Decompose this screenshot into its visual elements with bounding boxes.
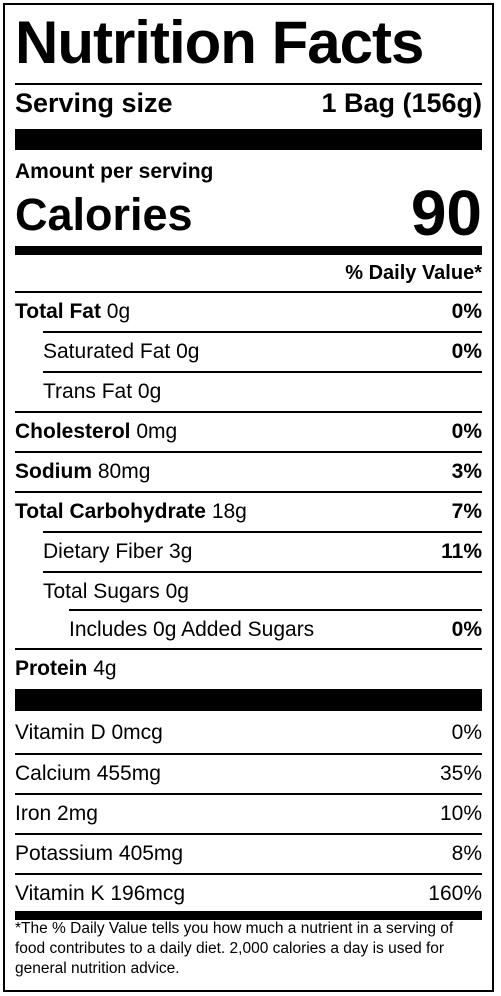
nutrient-dv: 0%: [451, 420, 482, 443]
nutrient-name: Includes 0g Added Sugars: [69, 618, 315, 641]
vitamin-dv: 35%: [439, 762, 482, 785]
calories-value: 90: [410, 177, 482, 249]
amount-per-serving: Amount per serving: [15, 160, 214, 183]
vitamin-row-iron: Iron 2mg 10%: [15, 793, 482, 833]
nutrient-name: Total Sugars 0g: [43, 580, 189, 603]
nutrient-name: Saturated Fat 0g: [43, 340, 200, 363]
vitamin-dv: 8%: [451, 842, 482, 865]
daily-value-header: % Daily Value*: [345, 261, 482, 284]
nutrient-name: Total Fat 0g: [15, 300, 131, 323]
nutrient-dv: 3%: [451, 460, 482, 483]
nutrient-name: Cholesterol 0mg: [15, 420, 178, 443]
protein-thick-divider: [15, 689, 482, 711]
nutrient-dv: 0%: [451, 300, 482, 323]
vitamin-name: Calcium 455mg: [15, 762, 161, 785]
vitamin-name: Vitamin K 196mcg: [15, 882, 186, 905]
vitamin-row-calcium: Calcium 455mg 35%: [15, 753, 482, 793]
footnote-divider: [15, 911, 482, 920]
serving-size-row: Serving size 1 Bag (156g): [15, 85, 482, 121]
nutrient-row-sodium: Sodium 80mg 3%: [15, 451, 482, 491]
nutrient-name: Dietary Fiber 3g: [43, 540, 193, 563]
nutrition-facts-label: Nutrition Facts Serving size 1 Bag (156g…: [3, 3, 494, 992]
calories-thick-divider: [15, 246, 482, 255]
vitamin-row-vitamin-d: Vitamin D 0mcg 0%: [15, 713, 482, 753]
vitamin-name: Iron 2mg: [15, 802, 98, 825]
vitamin-dv: 10%: [439, 802, 482, 825]
title-divider: [15, 83, 482, 85]
nutrient-dv: 0%: [451, 340, 482, 363]
nutrient-name: Total Carbohydrate 18g: [15, 500, 247, 523]
nutrient-name: Protein 4g: [15, 657, 117, 680]
nutrient-dv: 7%: [451, 500, 482, 523]
nutrient-name: Sodium 80mg: [15, 460, 151, 483]
calories-label: Calories: [15, 189, 193, 240]
label-title: Nutrition Facts: [15, 9, 424, 76]
nutrient-row-total-sugars: Total Sugars 0g: [43, 571, 482, 611]
nutrient-row-cholesterol: Cholesterol 0mg 0%: [15, 411, 482, 451]
daily-value-footnote: *The % Daily Value tells you how much a …: [15, 920, 454, 977]
nutrient-row-total-carbohydrate: Total Carbohydrate 18g 7%: [15, 491, 482, 531]
nutrient-row-dietary-fiber: Dietary Fiber 3g 11%: [43, 531, 482, 571]
nutrient-row-saturated-fat: Saturated Fat 0g 0%: [43, 331, 482, 371]
calories-row: Calories 90: [15, 177, 482, 245]
nutrient-row-protein: Protein 4g: [15, 648, 482, 688]
serving-size-value: 1 Bag (156g): [321, 87, 482, 118]
nutrient-row-trans-fat: Trans Fat 0g: [43, 371, 482, 411]
nutrient-row-total-fat: Total Fat 0g 0%: [15, 291, 482, 331]
nutrient-dv: 11%: [441, 540, 482, 563]
nutrient-dv: 0%: [451, 618, 482, 641]
vitamin-dv: 0%: [451, 721, 482, 744]
serving-thick-divider: [15, 129, 482, 150]
vitamin-name: Vitamin D 0mcg: [15, 721, 163, 744]
nutrient-name: Trans Fat 0g: [43, 380, 162, 403]
vitamin-name: Potassium 405mg: [15, 842, 184, 865]
nutrient-row-added-sugars: Includes 0g Added Sugars 0%: [69, 609, 482, 649]
vitamin-dv: 160%: [428, 882, 482, 905]
serving-size-label: Serving size: [15, 87, 173, 118]
vitamin-row-potassium: Potassium 405mg 8%: [15, 833, 482, 873]
vitamin-row-vitamin-k: Vitamin K 196mcg 160%: [15, 873, 482, 913]
